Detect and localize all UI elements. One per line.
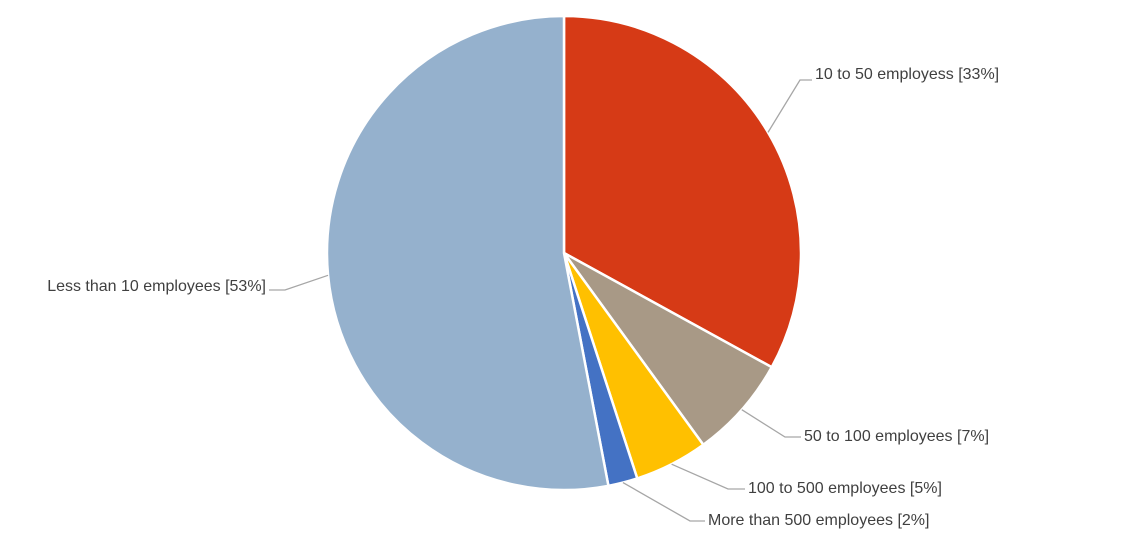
leader-line <box>767 79 812 133</box>
pie-slice <box>562 251 774 447</box>
data-label: Less than 10 employees [53%] <box>47 278 266 295</box>
data-label: 10 to 50 employess [33%] <box>815 66 999 83</box>
data-label: 100 to 500 employees [5%] <box>748 480 942 497</box>
data-label: More than 500 employees [2%] <box>708 512 929 529</box>
data-label: 50 to 100 employees [7%] <box>804 428 989 445</box>
leader-line <box>269 274 329 291</box>
leader-line <box>622 481 705 522</box>
leader-line <box>671 463 745 490</box>
leader-line <box>741 409 801 438</box>
pie-slice <box>562 14 803 369</box>
